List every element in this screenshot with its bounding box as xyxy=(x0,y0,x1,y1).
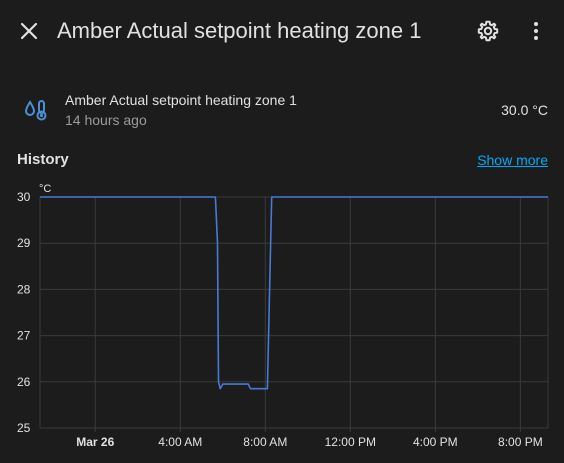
dialog-header: Amber Actual setpoint heating zone 1 xyxy=(0,0,564,62)
series-line[interactable] xyxy=(40,196,548,390)
y-tick-label: 26 xyxy=(17,375,31,389)
show-more-link[interactable]: Show more xyxy=(477,152,548,168)
close-button[interactable] xyxy=(9,11,49,51)
x-tick-label: 4:00 AM xyxy=(158,435,202,449)
settings-button[interactable] xyxy=(468,11,508,51)
history-heading: History xyxy=(17,151,69,168)
entity-state: 30.0 °C xyxy=(501,102,548,118)
y-tick-label: 28 xyxy=(17,282,31,296)
entity-last-changed: 14 hours ago xyxy=(65,112,147,128)
y-tick-label: 25 xyxy=(17,421,31,435)
dots-vertical-icon xyxy=(534,22,538,40)
history-chart[interactable]: 30 29 28 27 26 25 Mar 26 4:00 AM 8:00 AM 12:00 PM… xyxy=(0,176,564,463)
y-tick-label: 29 xyxy=(17,236,31,250)
entity-row: Amber Actual setpoint heating zone 1 14 … xyxy=(0,84,564,136)
close-icon xyxy=(20,22,38,40)
y-tick-label: 27 xyxy=(17,329,31,343)
more-options-button[interactable] xyxy=(516,11,556,51)
entity-name: Amber Actual setpoint heating zone 1 xyxy=(65,92,297,108)
y-unit-label: °C xyxy=(39,183,51,195)
x-tick-label: 4:00 PM xyxy=(413,435,458,449)
x-tick-label: 12:00 PM xyxy=(325,435,376,449)
dialog-title: Amber Actual setpoint heating zone 1 xyxy=(57,18,422,43)
y-tick-label: 30 xyxy=(17,190,31,204)
x-tick-label: 8:00 AM xyxy=(243,435,287,449)
x-tick-label: Mar 26 xyxy=(76,435,114,449)
gear-icon xyxy=(477,20,499,42)
x-tick-label: 8:00 PM xyxy=(498,435,543,449)
thermometer-water-icon xyxy=(24,100,47,121)
